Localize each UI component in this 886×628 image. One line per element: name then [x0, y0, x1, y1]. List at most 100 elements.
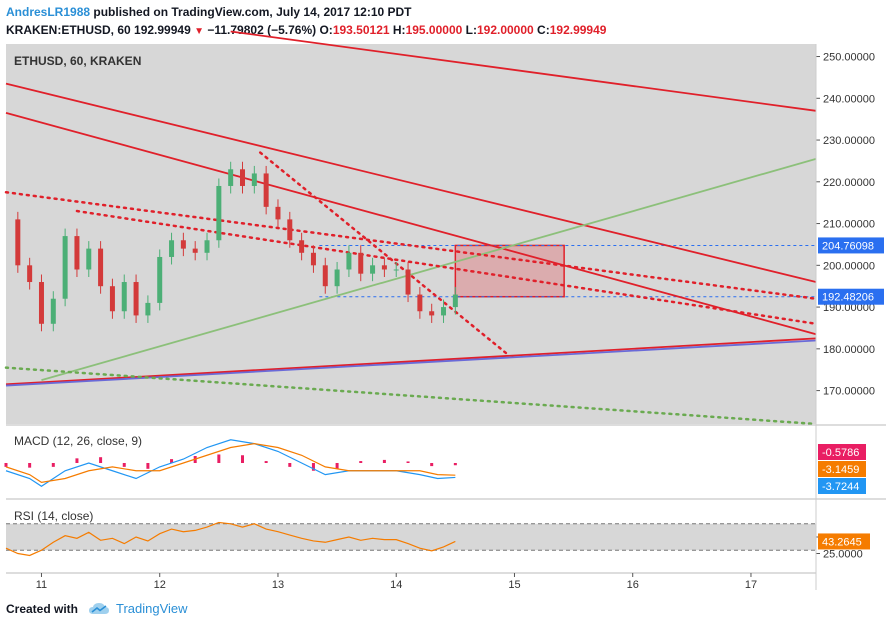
candle-body	[441, 307, 447, 316]
candle-body	[157, 256, 163, 303]
macd-histogram-bar	[359, 461, 363, 463]
y-tick-label: 190.00000	[823, 302, 875, 314]
candle-body	[98, 248, 104, 287]
rsi-y-tick-label: 25.0000	[823, 549, 863, 561]
y-tick-label: 250.00000	[823, 52, 875, 64]
y-tick-label: 180.00000	[823, 344, 875, 356]
candle-body	[370, 265, 376, 274]
trendline	[75, 209, 818, 326]
x-tick-label: 17	[745, 579, 757, 591]
footer: Created with TradingView	[6, 601, 188, 616]
candle-body	[251, 173, 257, 186]
macd-value-label: -3.1459	[822, 464, 859, 476]
close-value: 192.99949	[549, 23, 607, 37]
candle-body	[27, 265, 33, 283]
price-pane[interactable]	[6, 44, 816, 424]
rsi-value-tag	[818, 533, 870, 550]
macd-histogram-bar	[311, 463, 315, 471]
trendline	[41, 157, 817, 382]
tradingview-link[interactable]: TradingView	[116, 601, 188, 616]
price-tag	[818, 288, 884, 305]
candle-body	[310, 252, 316, 266]
published-text: published on TradingView.com, July 14, 2…	[93, 5, 412, 19]
macd-histogram-bar	[4, 463, 8, 467]
price-tag-label: 204.76098	[822, 240, 874, 252]
x-tick-label: 15	[508, 579, 520, 591]
open-value: 193.50121	[332, 23, 390, 37]
y-tick-label: 170.00000	[823, 386, 875, 398]
low-value: 192.00000	[476, 23, 534, 37]
candle-body	[74, 236, 80, 270]
down-arrow-icon: ▼	[194, 26, 205, 37]
macd-histogram-bar	[264, 461, 268, 463]
x-tick-label: 12	[154, 579, 166, 591]
macd-histogram-bar	[99, 457, 103, 463]
publish-line: AndresLR1988 published on TradingView.co…	[6, 5, 412, 19]
macd-histogram-bar	[382, 459, 386, 463]
symbol-line: KRAKEN:ETHUSD, 60	[6, 23, 131, 37]
x-tick-label: 11	[36, 579, 47, 591]
price-tag-label: 192.48206	[822, 292, 874, 304]
candle-body	[109, 286, 115, 312]
y-tick-label: 210.00000	[823, 219, 875, 231]
trendline	[5, 82, 817, 283]
candle-body	[86, 248, 92, 270]
macd-pane[interactable]	[6, 426, 816, 498]
y-tick-label: 220.00000	[823, 177, 875, 189]
candle-body	[263, 173, 269, 207]
y-tick-label: 240.00000	[823, 93, 875, 105]
candle-body	[133, 282, 139, 316]
macd-histogram-bar	[75, 458, 79, 463]
macd-histogram-bar	[288, 463, 292, 467]
candle-body	[275, 206, 281, 220]
x-tick-label: 14	[390, 579, 402, 591]
macd-value-tag	[818, 478, 866, 494]
x-tick-label: 13	[272, 579, 284, 591]
candle-body	[417, 294, 423, 312]
macd-histogram-bar	[217, 454, 221, 463]
candle-body	[346, 252, 352, 270]
rsi-band	[6, 523, 816, 551]
candle-body	[180, 240, 186, 249]
candle-body	[429, 311, 435, 316]
macd-histogram-bar	[170, 459, 174, 463]
macd-value-tag	[818, 461, 866, 477]
macd-histogram-bar	[430, 463, 434, 467]
rsi-value-label: 43.2645	[822, 536, 862, 548]
rsi-title: RSI (14, close)	[14, 509, 93, 523]
high-label: H:	[392, 23, 406, 37]
candle-body	[358, 252, 364, 274]
candle-body	[204, 240, 210, 253]
trendline	[5, 112, 817, 336]
candle-body	[393, 269, 399, 271]
macd-histogram-bar	[51, 463, 55, 467]
candle-body	[50, 298, 56, 324]
macd-histogram-bar	[453, 463, 457, 466]
macd-histogram-bar	[406, 461, 410, 463]
macd-histogram-bar	[122, 463, 126, 467]
macd-value-tag	[818, 444, 866, 460]
candle-body	[334, 269, 340, 287]
tradingview-cloud-icon	[89, 602, 110, 614]
change-value: −11.79802 (−5.76%)	[207, 23, 317, 37]
candle-body	[405, 269, 411, 295]
candle-body	[322, 265, 328, 287]
low-label: L:	[465, 23, 477, 37]
candle-body	[452, 294, 458, 308]
open-label: O:	[319, 23, 333, 37]
close-label: C:	[537, 23, 550, 37]
candle-body	[121, 282, 127, 312]
price-tag	[818, 237, 884, 254]
price-pane-title: ETHUSD, 60, KRAKEN	[14, 54, 141, 68]
created-with-label: Created with	[6, 601, 79, 616]
signal-line	[5, 443, 456, 484]
author-link[interactable]: AndresLR1988	[6, 5, 91, 19]
macd-histogram-bar	[146, 463, 150, 469]
candle-body	[145, 302, 151, 316]
macd-value-label: -3.7244	[822, 481, 859, 493]
candle-body	[62, 236, 68, 299]
macd-title: MACD (12, 26, close, 9)	[14, 434, 142, 448]
rsi-line	[5, 521, 456, 557]
ohlc-line: KRAKEN:ETHUSD, 60 192.99949 ▼ −11.79802 …	[6, 23, 606, 37]
